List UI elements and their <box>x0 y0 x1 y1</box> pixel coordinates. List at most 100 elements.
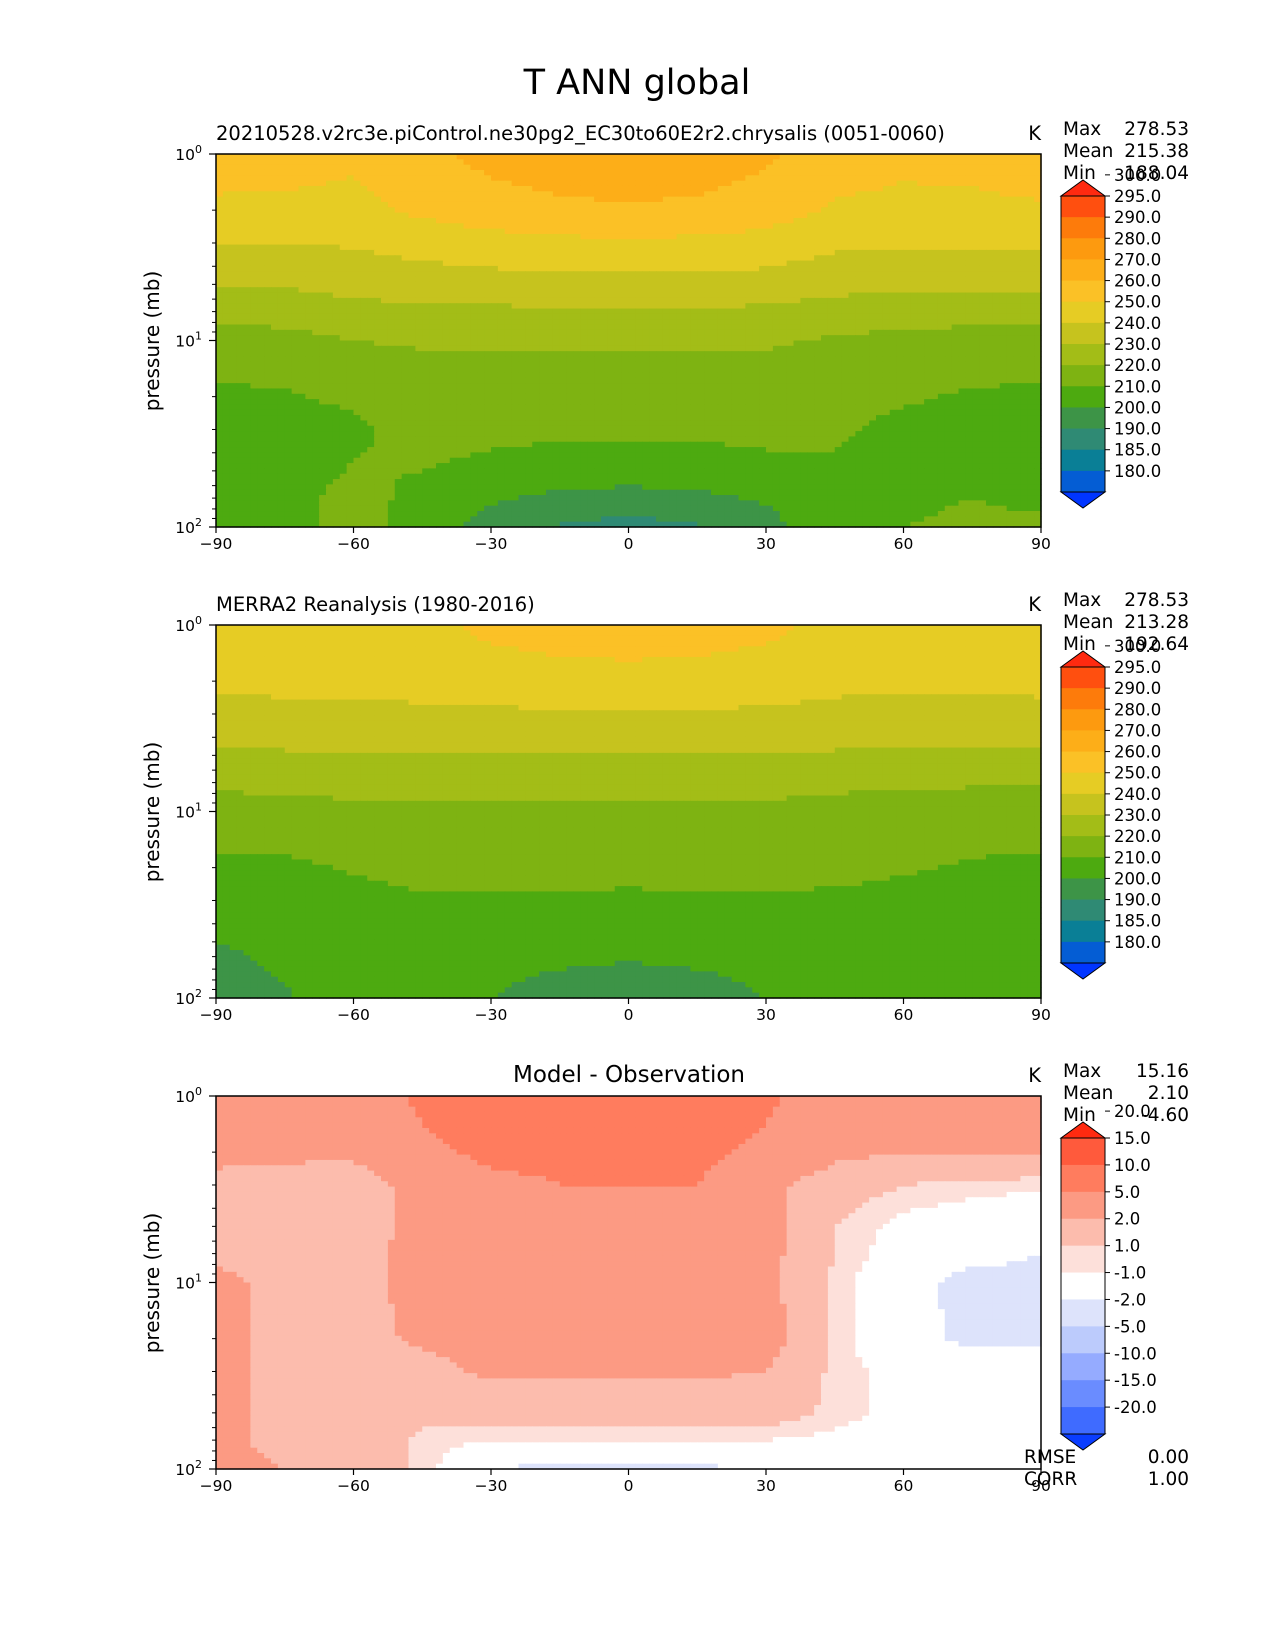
contour-cell <box>257 329 265 336</box>
contour-cell <box>779 340 788 347</box>
contour-cell <box>271 228 279 235</box>
contour-cell <box>731 223 740 230</box>
contour-cell <box>222 319 231 326</box>
contour-cell <box>951 271 960 278</box>
contour-cell <box>511 249 520 256</box>
contour-cell <box>635 271 643 278</box>
contour-cell <box>387 356 396 363</box>
contour-cell <box>1006 164 1015 171</box>
contour-cell <box>972 303 980 310</box>
contour-cell <box>216 265 224 272</box>
contour-cell <box>979 249 987 256</box>
contour-cell <box>635 233 643 240</box>
contour-cell <box>580 228 588 235</box>
contour-cell <box>229 159 238 166</box>
contour-cell <box>566 351 575 358</box>
contour-cell <box>415 372 423 379</box>
contour-cell <box>546 201 554 208</box>
contour-cell <box>264 356 272 363</box>
contour-cell <box>470 329 478 336</box>
contour-cell <box>360 185 368 192</box>
contour-cell <box>800 265 808 272</box>
contour-cell <box>566 175 575 182</box>
contour-cell <box>607 260 616 267</box>
contour-cell <box>491 233 499 240</box>
contour-cell <box>504 361 513 368</box>
contour-cell <box>353 217 361 224</box>
contour-cell <box>387 159 396 166</box>
contour-cell <box>367 265 375 272</box>
contour-cell <box>236 276 245 283</box>
contour-cell <box>442 319 451 326</box>
contour-cell <box>264 169 272 176</box>
contour-cell <box>745 212 753 219</box>
contour-cell <box>229 276 238 283</box>
contour-cell <box>387 164 396 171</box>
contour-cell <box>793 367 801 374</box>
contour-cell <box>381 281 389 288</box>
contour-cell <box>965 260 973 267</box>
contour-cell <box>559 297 568 304</box>
contour-cell <box>827 303 836 310</box>
contour-cell <box>676 180 685 187</box>
contour-cell <box>222 313 231 320</box>
contour-cell <box>614 159 623 166</box>
contour-cell <box>216 249 224 256</box>
contour-cell <box>305 169 313 176</box>
contour-cell <box>491 356 499 363</box>
contour-cell <box>683 324 691 331</box>
contour-cell <box>704 276 712 283</box>
contour-cell <box>236 265 245 272</box>
contour-cell <box>387 297 396 304</box>
contour-cell <box>979 356 987 363</box>
contour-cell <box>1013 351 1021 358</box>
contour-cell <box>518 372 526 379</box>
contour-cell <box>353 351 361 358</box>
contour-cell <box>676 249 685 256</box>
contour-cell <box>539 372 547 379</box>
contour-cell <box>992 191 1001 198</box>
contour-cell <box>525 340 533 347</box>
contour-cell <box>374 244 382 251</box>
contour-cell <box>614 281 623 288</box>
contour-cell <box>326 367 334 374</box>
contour-cell <box>656 228 664 235</box>
contour-cell <box>1027 175 1035 182</box>
contour-cell <box>924 239 932 246</box>
contour-cell <box>518 361 526 368</box>
contour-cell <box>1027 361 1035 368</box>
contour-cell <box>374 335 382 342</box>
contour-cell <box>1020 201 1028 208</box>
contour-cell <box>1006 217 1015 224</box>
contour-cell <box>387 265 396 272</box>
contour-cell <box>717 292 726 299</box>
contour-cell <box>807 345 815 352</box>
contour-cell <box>986 367 994 374</box>
contour-cell <box>367 223 375 230</box>
contour-cell <box>1006 244 1015 251</box>
contour-cell <box>374 329 382 336</box>
contour-cell <box>277 287 286 294</box>
contour-cell <box>291 271 300 278</box>
contour-cell <box>319 361 327 368</box>
contour-cell <box>387 292 396 299</box>
contour-cell <box>958 276 966 283</box>
contour-cell <box>876 201 884 208</box>
contour-cell <box>319 356 327 363</box>
contour-cell <box>504 340 513 347</box>
contour-cell <box>944 356 953 363</box>
contour-cell <box>669 169 678 176</box>
contour-cell <box>889 164 898 171</box>
contour-cell <box>607 265 616 272</box>
contour-cell <box>745 159 753 166</box>
contour-cell <box>628 185 636 192</box>
contour-cell <box>497 207 506 214</box>
contour-cell <box>745 356 753 363</box>
contour-cell <box>484 276 492 283</box>
contour-cell <box>766 313 774 320</box>
contour-cell <box>339 287 348 294</box>
contour-cell <box>724 217 733 224</box>
contour-cell <box>772 249 781 256</box>
contour-cell <box>470 255 478 262</box>
contour-cell <box>731 324 740 331</box>
